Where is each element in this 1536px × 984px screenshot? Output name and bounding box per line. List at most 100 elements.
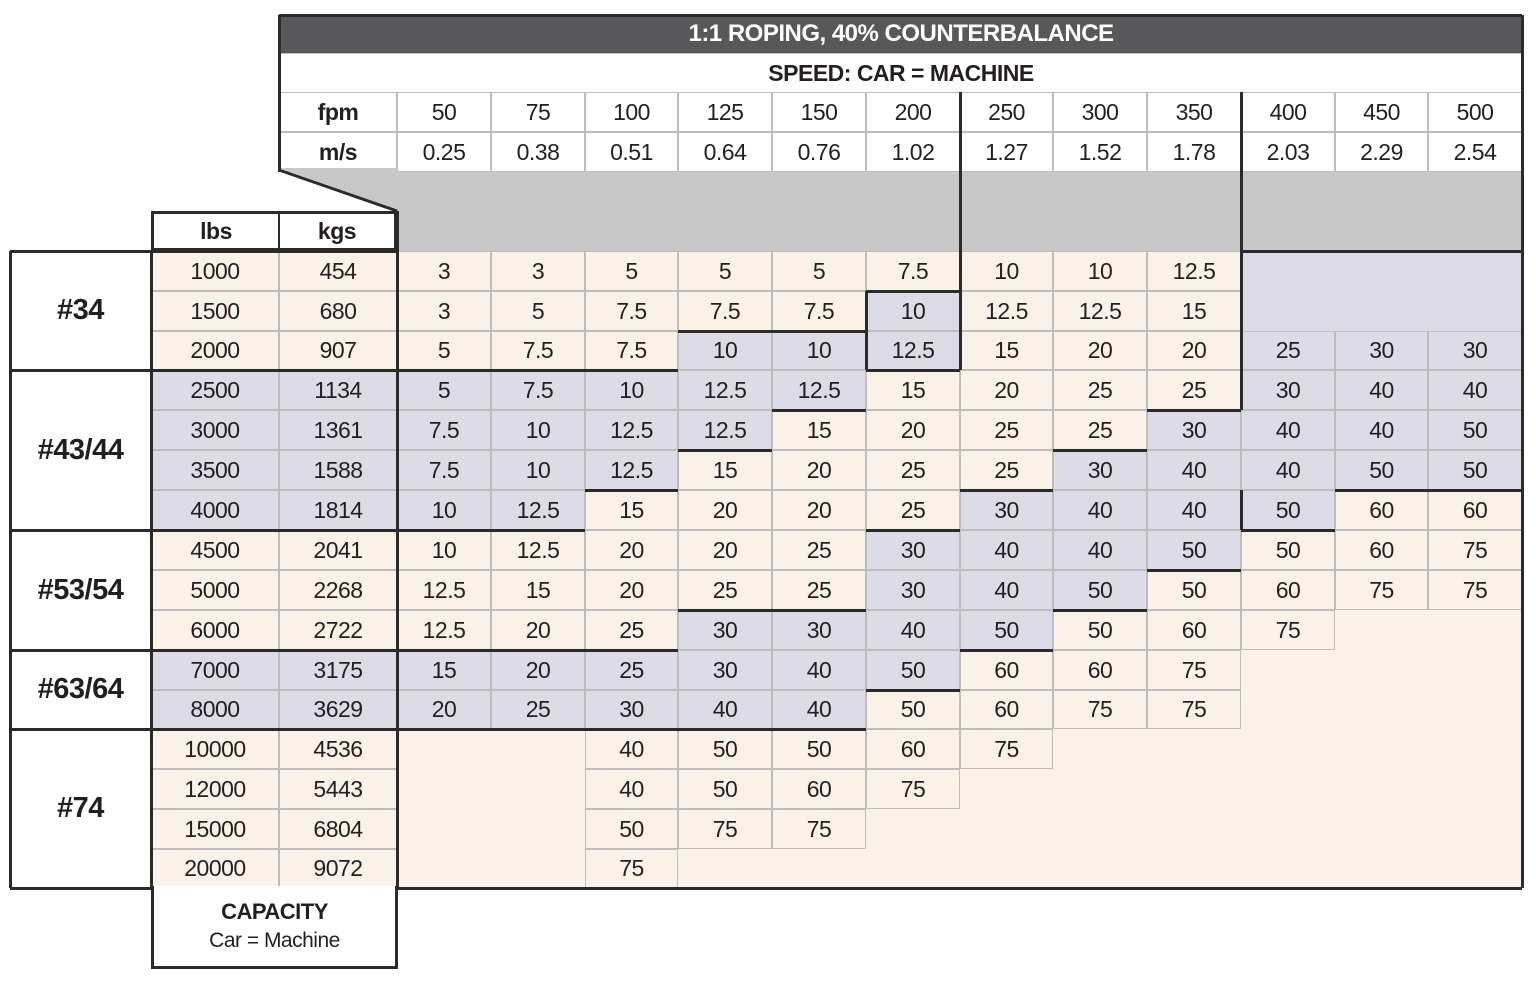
rate-cell (960, 769, 1053, 809)
rate-cell: 30 (1428, 331, 1522, 370)
rate-cell: 20 (397, 690, 491, 729)
rate-cell: 40 (1241, 410, 1335, 450)
rate-cell: 15 (1147, 291, 1241, 331)
rate-cell: 7.5 (866, 251, 960, 291)
rate-cell: 30 (772, 610, 866, 650)
rate-cell: 25 (960, 410, 1053, 450)
machine-group-label: #63/64 (10, 650, 151, 729)
region-divider (8, 251, 12, 888)
rate-cell: 12.5 (491, 530, 585, 570)
machine-group-label: #74 (10, 729, 151, 888)
rate-cell: 25 (772, 570, 866, 610)
rate-cell: 60 (1335, 530, 1428, 570)
region-divider (1520, 15, 1524, 888)
rate-cell: 50 (1241, 530, 1335, 570)
rate-cell: 7.5 (585, 291, 678, 331)
table-subtitle: SPEED: CAR = MACHINE (279, 53, 1523, 92)
rate-cell: 5 (397, 370, 491, 410)
region-divider (491, 528, 585, 532)
rate-cell: 12.5 (491, 490, 585, 530)
rate-cell (772, 849, 866, 888)
region-divider (395, 211, 399, 888)
rate-cell: 3 (397, 291, 491, 331)
region-divider (277, 15, 281, 172)
capacity-kgs-cell: 3629 (279, 690, 397, 729)
rate-cell: 7.5 (397, 410, 491, 450)
rate-cell: 40 (1428, 370, 1522, 410)
rate-cell: 7.5 (491, 331, 585, 370)
capacity-lbs-cell: 15000 (151, 809, 279, 849)
rate-cell (1428, 690, 1522, 729)
rate-cell: 75 (678, 809, 772, 849)
rate-cell (1241, 809, 1335, 849)
rate-cell: 25 (866, 490, 960, 530)
rate-cell (397, 809, 491, 849)
rate-cell: 10 (397, 490, 491, 530)
capacity-lbs-cell: 3500 (151, 450, 279, 490)
region-divider (10, 648, 397, 652)
capacity-label: CAPACITY (221, 899, 328, 924)
rate-cell: 25 (1053, 410, 1147, 450)
kgs-label: kgs (279, 211, 397, 251)
rate-cell: 40 (960, 570, 1053, 610)
capacity-kgs-cell: 454 (279, 251, 397, 291)
rate-cell (491, 809, 585, 849)
capacity-kgs-cell: 1814 (279, 490, 397, 530)
rate-cell: 50 (585, 809, 678, 849)
speed-fpm-header: 400 (1241, 92, 1335, 132)
region-divider (866, 368, 960, 372)
rate-cell (1335, 769, 1428, 809)
rate-cell (960, 849, 1053, 888)
rate-cell: 40 (1241, 450, 1335, 490)
capacity-lbs-cell: 6000 (151, 610, 279, 650)
capacity-kgs-cell: 680 (279, 291, 397, 331)
rate-cell: 20 (960, 370, 1053, 410)
rate-cell: 12.5 (585, 410, 678, 450)
speed-fpm-header: 125 (678, 92, 772, 132)
region-divider (10, 886, 1522, 890)
region-divider (1335, 488, 1428, 492)
rate-cell (678, 849, 772, 888)
capacity-lbs-cell: 1500 (151, 291, 279, 331)
rate-cell: 5 (397, 331, 491, 370)
region-divider (1241, 528, 1335, 532)
region-divider (1239, 490, 1243, 530)
speed-ms-header: 0.64 (678, 132, 772, 172)
rate-cell: 5 (491, 291, 585, 331)
machine-group-label: #34 (10, 251, 151, 370)
speed-fpm-header: 300 (1053, 92, 1147, 132)
capacity-sub: Car = Machine (209, 929, 340, 952)
speed-fpm-header: 75 (491, 92, 585, 132)
rate-cell: 10 (1053, 251, 1147, 291)
rate-cell (866, 809, 960, 849)
rate-cell: 75 (1053, 690, 1147, 729)
rate-cell (1335, 809, 1428, 849)
speed-fpm-header: 350 (1147, 92, 1241, 132)
rate-cell: 75 (1241, 610, 1335, 650)
capacity-lbs-cell: 20000 (151, 849, 279, 888)
rate-cell: 30 (585, 690, 678, 729)
rate-cell: 10 (585, 370, 678, 410)
rate-cell: 75 (866, 769, 960, 809)
rate-cell: 25 (491, 690, 585, 729)
region-divider (1241, 249, 1522, 253)
rate-cell: 25 (1241, 331, 1335, 370)
region-divider (960, 648, 1053, 652)
capacity-kgs-cell: 907 (279, 331, 397, 370)
rate-cell: 40 (772, 690, 866, 729)
rate-cell: 50 (1147, 570, 1241, 610)
rate-cell (1241, 729, 1335, 769)
speed-ms-header: 1.27 (960, 132, 1053, 172)
rate-cell (1147, 729, 1241, 769)
rate-cell: 50 (1428, 450, 1522, 490)
rate-cell: 20 (585, 530, 678, 570)
rate-cell: 30 (678, 610, 772, 650)
rate-cell: 20 (866, 410, 960, 450)
region-divider (866, 688, 960, 692)
region-divider (864, 291, 868, 370)
rate-cell: 3 (397, 251, 491, 291)
region-divider (678, 448, 772, 452)
rate-cell: 20 (678, 530, 772, 570)
rate-cell (1428, 650, 1522, 690)
rate-cell (491, 849, 585, 888)
